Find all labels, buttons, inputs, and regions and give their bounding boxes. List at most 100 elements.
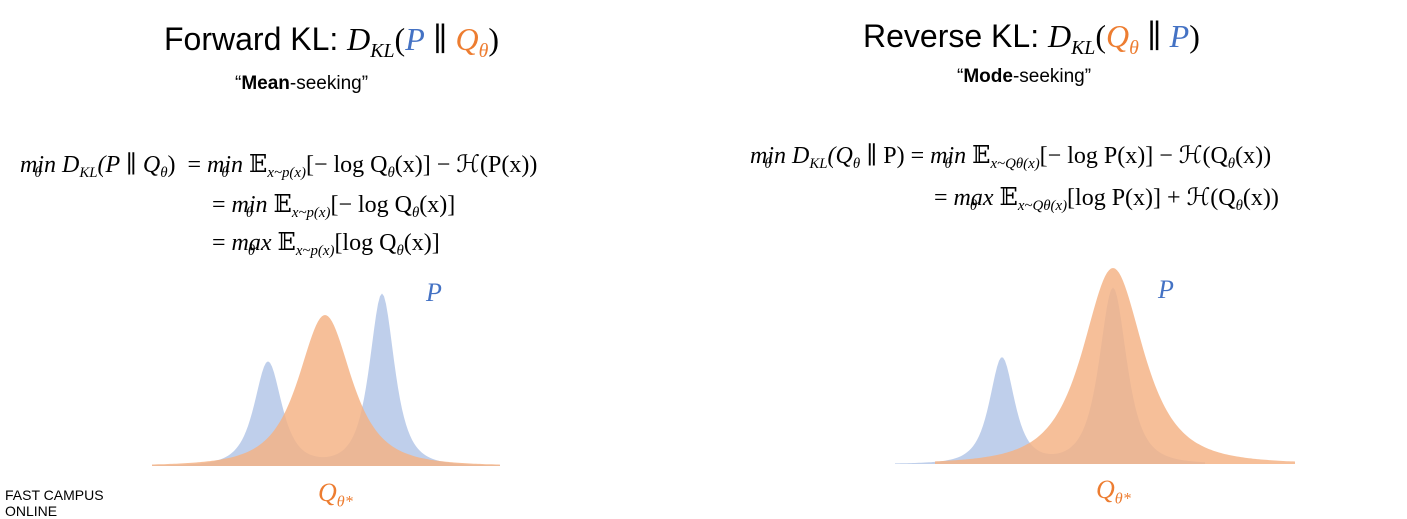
token: θ	[247, 242, 256, 259]
token: [− log P(x)] − ℋ(Q	[1039, 143, 1228, 169]
token: θ	[396, 243, 404, 260]
footer: FAST CAMPUS ONLINE	[5, 487, 104, 519]
q-label: Qθ*	[1096, 475, 1131, 509]
token: Q	[1106, 18, 1130, 54]
token: (x)]	[419, 192, 456, 218]
token: θ	[969, 197, 978, 214]
title-formula: DKL(Qθ ∥ P)	[1047, 18, 1200, 59]
token: θ	[411, 205, 420, 222]
token: Q	[455, 21, 479, 57]
token: D	[347, 21, 371, 57]
token: θ	[245, 204, 254, 221]
token: P	[1169, 18, 1190, 54]
title-label: Reverse KL:	[863, 18, 1040, 54]
token: θ	[852, 156, 861, 173]
equation: = min θ 𝔼x~p(x)[− log Qθ(x)]	[212, 190, 455, 222]
token: Q	[1096, 475, 1115, 504]
token: (x)]	[403, 230, 440, 256]
subtitle: “Mean-seeking”	[235, 73, 368, 95]
token: D	[792, 143, 810, 169]
token: P	[405, 21, 425, 57]
token: θ	[221, 164, 229, 181]
distribution	[152, 315, 500, 466]
equation: min θ DKL(P ∥ Qθ) = min θ 𝔼x~p(x)[− log Qθ…	[20, 150, 537, 182]
token: =	[934, 185, 954, 211]
footer-line: ONLINE	[5, 503, 58, 519]
token: KL	[1071, 36, 1096, 59]
title: Forward KL: DKL(P ∥ Qθ)	[164, 20, 499, 63]
token: θ	[1129, 36, 1139, 59]
token: θ	[764, 155, 772, 172]
token: KL	[79, 165, 98, 182]
text: Mode	[963, 66, 1013, 87]
token: θ*	[1114, 490, 1131, 508]
token: )	[488, 21, 500, 57]
token: KL	[809, 156, 828, 173]
token: θ	[1227, 156, 1236, 173]
token: min	[20, 152, 56, 178]
token: θ	[387, 165, 395, 182]
token: [− log Q	[305, 152, 388, 178]
token: θ	[944, 155, 952, 172]
token: (	[394, 21, 406, 57]
token: Q	[318, 478, 337, 507]
token: θ	[1235, 198, 1243, 215]
token: 𝔼	[972, 143, 991, 169]
token: [− log Q	[330, 192, 412, 218]
token: max	[953, 185, 994, 211]
subtitle: “Mode-seeking”	[957, 66, 1091, 88]
text: -seeking”	[289, 73, 369, 94]
token: min	[930, 143, 967, 169]
text: “	[235, 73, 242, 94]
token: (x))	[1235, 143, 1272, 169]
title: Reverse KL: DKL(Qθ ∥ P)	[863, 17, 1200, 60]
token: ∥	[1138, 18, 1170, 54]
token: (	[1095, 18, 1106, 54]
text: -seeking”	[1012, 66, 1092, 87]
footer-line: FAST CAMPUS	[5, 487, 104, 503]
token: x~Qθ(x)	[1017, 198, 1068, 215]
token: ∥	[424, 21, 456, 57]
token: =	[212, 192, 232, 218]
q-label: Qθ*	[318, 478, 353, 512]
p-label: P	[426, 278, 442, 307]
token: (x)] − ℋ(P(x))	[394, 152, 538, 178]
equation: = max θ 𝔼x~p(x)[log Qθ(x)]	[212, 228, 440, 260]
token: 𝔼	[249, 152, 268, 178]
distribution	[935, 268, 1295, 464]
token: [log Q	[334, 230, 397, 256]
token: θ*	[336, 493, 353, 511]
token: (x))	[1242, 185, 1279, 211]
token: x~Qθ(x)	[990, 156, 1040, 173]
token: θ	[34, 164, 42, 181]
token: KL	[370, 39, 395, 62]
equation: = max θ 𝔼x~Qθ(x)[log P(x)] + ℋ(Qθ(x))	[934, 183, 1279, 215]
token: 𝔼	[999, 185, 1018, 211]
title-formula: DKL(P ∥ Qθ)	[347, 21, 500, 62]
text: Mean	[241, 73, 290, 94]
token: =	[212, 230, 232, 256]
equation: min θ DKL(Qθ ∥ P) = min θ 𝔼x~Qθ(x)[− log P…	[750, 141, 1271, 173]
token: (Q	[827, 143, 853, 169]
token: ∥ P) =	[860, 143, 931, 169]
token: )	[1189, 18, 1200, 54]
token: )	[167, 152, 176, 178]
token: D	[62, 152, 80, 178]
token: x~p(x)	[291, 205, 331, 222]
token: 𝔼	[273, 192, 292, 218]
token: 𝔼	[277, 230, 296, 256]
text: “	[957, 66, 964, 87]
p-label: P	[1158, 275, 1174, 304]
token: θ	[160, 165, 168, 182]
token: D	[1047, 18, 1072, 54]
token: (P ∥ Q	[97, 152, 161, 178]
token: min	[231, 192, 268, 218]
token: min	[750, 143, 786, 169]
token: =	[187, 152, 208, 178]
token: x~p(x)	[267, 165, 306, 182]
title-label: Forward KL:	[164, 21, 339, 57]
token: x~p(x)	[295, 243, 335, 260]
token: min	[207, 152, 244, 178]
